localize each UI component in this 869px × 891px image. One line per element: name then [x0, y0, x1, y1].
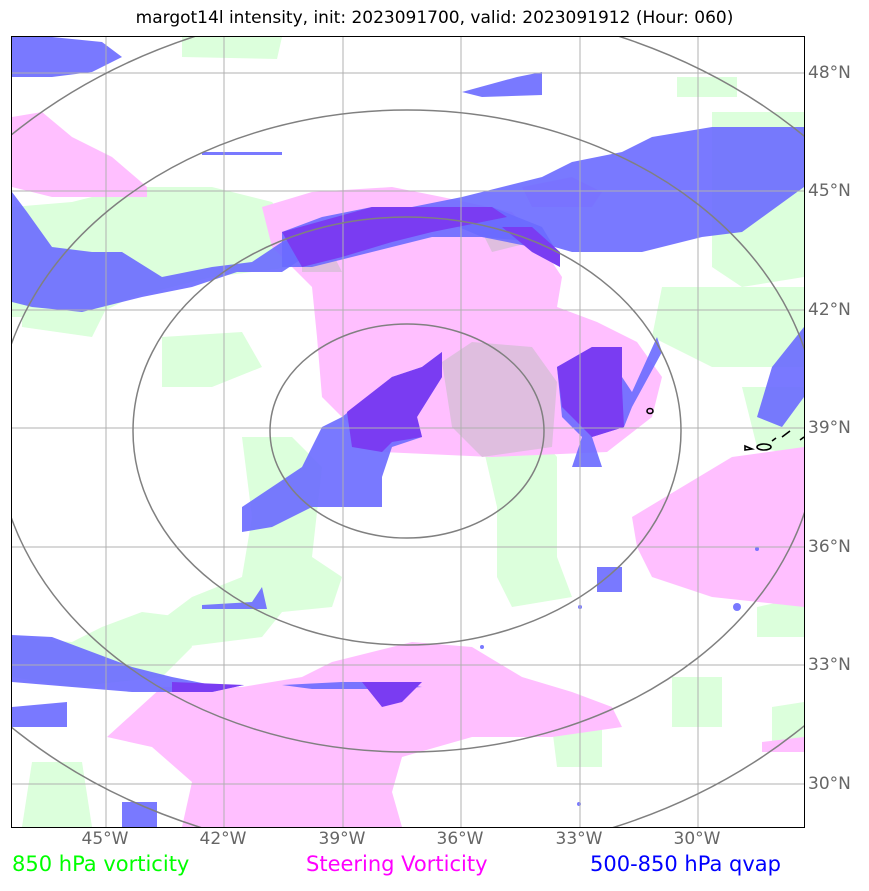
lon-label-39w: 39°W	[318, 829, 366, 849]
gridlines	[12, 37, 804, 827]
lat-label-36n: 36°N	[808, 537, 851, 557]
lon-label-33w: 33°W	[555, 829, 603, 849]
lon-label-42w: 42°W	[199, 829, 247, 849]
lat-label-39n: 39°N	[808, 418, 851, 438]
lon-label-36w: 36°W	[436, 829, 484, 849]
lon-label-45w: 45°W	[81, 829, 129, 849]
map-panel[interactable]	[11, 36, 805, 828]
lat-label-48n: 48°N	[808, 63, 851, 83]
qvap-steering-overlap	[172, 207, 624, 707]
lat-label-30n: 30°N	[808, 774, 851, 794]
coastline-features	[646, 407, 804, 451]
range-rings	[12, 37, 804, 827]
lat-label-45n: 45°N	[808, 181, 851, 201]
legend-steering-vorticity: Steering Vorticity	[306, 852, 488, 876]
legend-qvap: 500-850 hPa qvap	[590, 852, 781, 876]
legend-850-vorticity: 850 hPa vorticity	[12, 852, 190, 876]
lat-label-33n: 33°N	[808, 655, 851, 675]
lon-label-30w: 30°W	[673, 829, 721, 849]
lat-label-42n: 42°N	[808, 300, 851, 320]
map-title: margot14l intensity, init: 2023091700, v…	[135, 8, 734, 28]
map-canvas	[12, 37, 804, 827]
